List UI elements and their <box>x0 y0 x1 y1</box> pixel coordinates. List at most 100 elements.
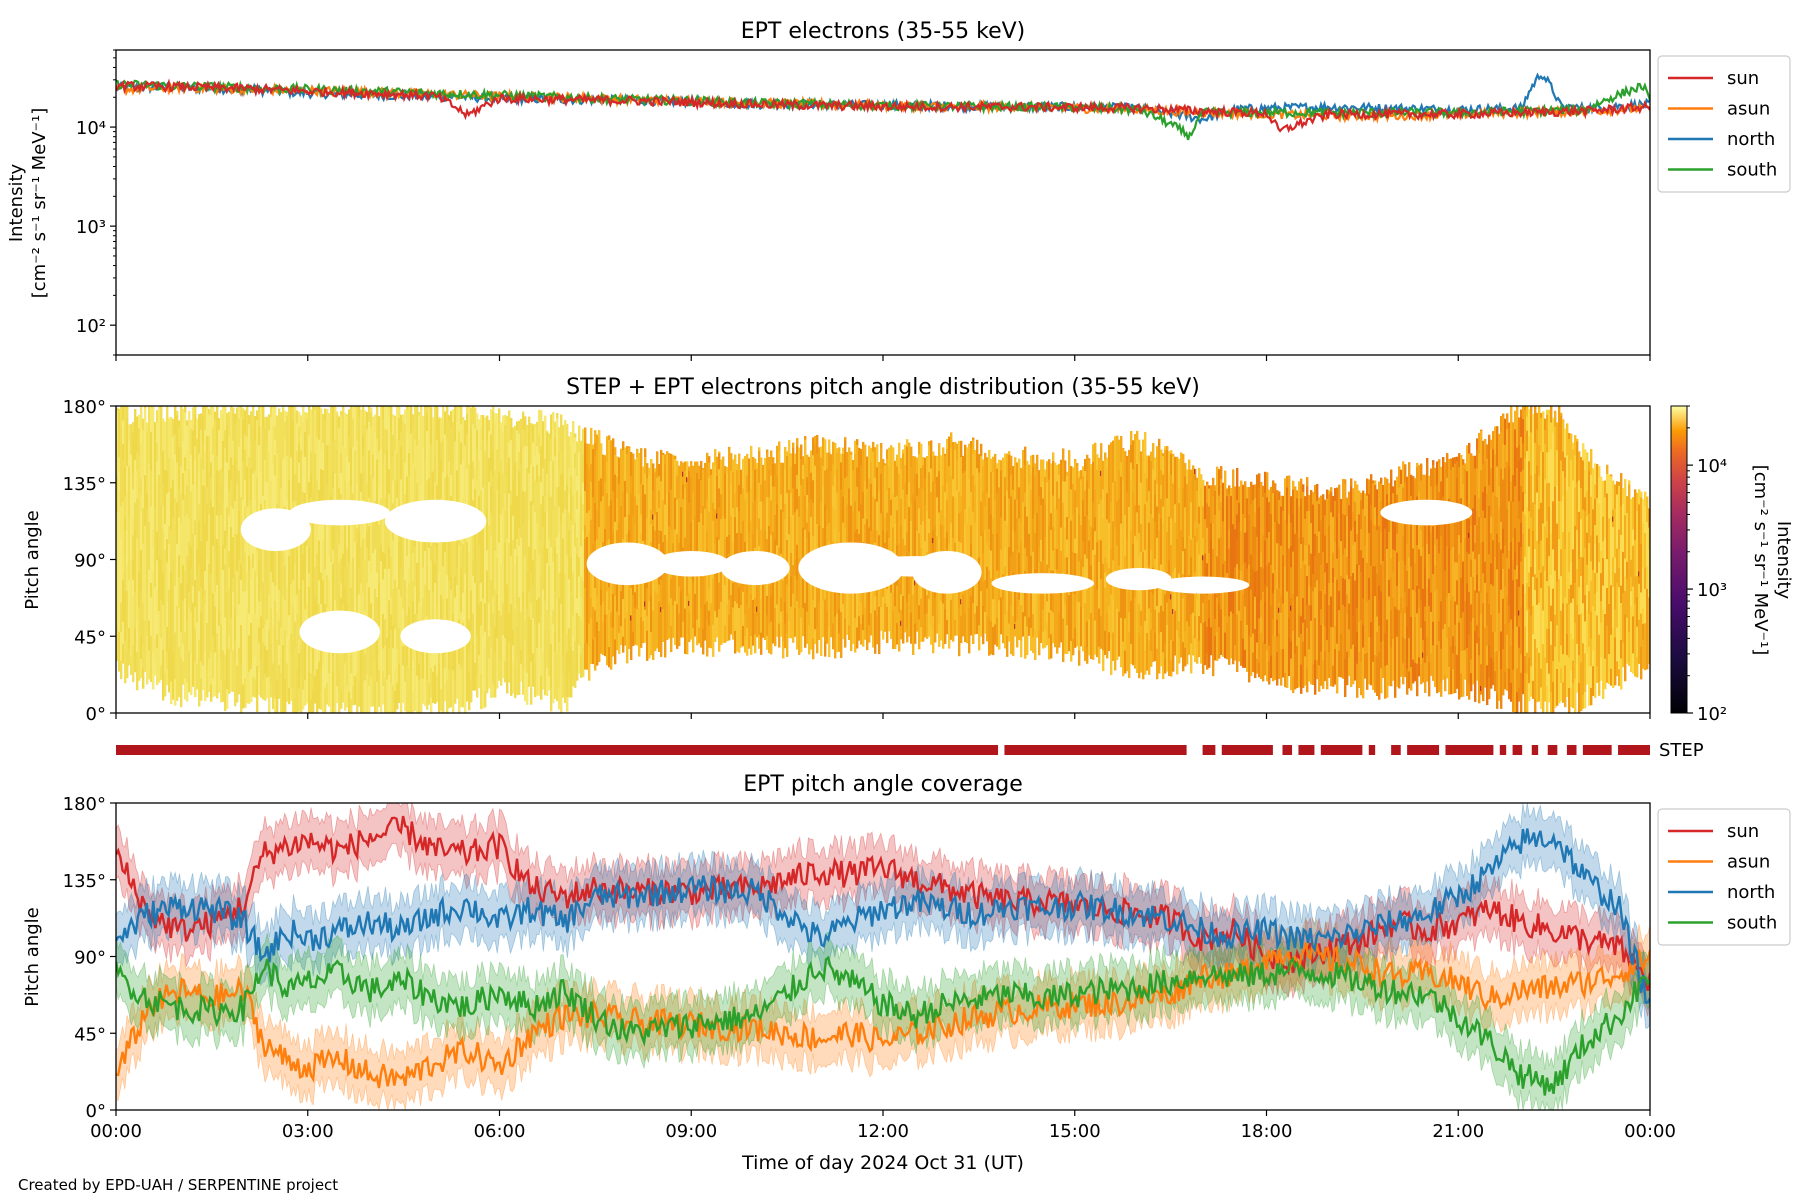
pad-cell <box>120 602 123 632</box>
pad-cell <box>748 458 751 466</box>
pad-cell <box>142 477 145 509</box>
pad-cell <box>150 582 153 598</box>
pad-cell <box>910 570 913 613</box>
pad-cell <box>652 463 655 491</box>
pad-cell <box>186 601 189 621</box>
pad-cell <box>574 452 577 469</box>
pad-cell <box>538 596 541 624</box>
pad-cell <box>402 466 405 512</box>
pad-cell <box>628 514 631 531</box>
pad-cell <box>742 591 745 627</box>
pad-cell <box>588 623 591 647</box>
pad-cell <box>326 547 329 576</box>
pad-cell <box>474 626 477 663</box>
pad-cell <box>158 556 161 581</box>
pad-cell <box>1168 516 1171 561</box>
pad-cell <box>492 612 495 646</box>
pad-cell <box>338 690 341 713</box>
pad-cell <box>864 444 867 482</box>
pad-cell <box>154 506 157 544</box>
pad-cell <box>858 476 861 512</box>
pad-cell <box>412 691 415 713</box>
pad-cell <box>204 556 207 572</box>
pad-cell <box>812 638 815 660</box>
pad-cell <box>866 456 869 489</box>
pad-cell <box>1062 462 1065 482</box>
pad-cell <box>1024 464 1027 493</box>
pad-cell <box>1146 501 1149 538</box>
pad-cell <box>834 571 837 617</box>
pad-cell <box>936 590 939 634</box>
legend-label-asun: asun <box>1727 99 1770 120</box>
pad-cell <box>196 523 199 550</box>
pad-cell <box>568 529 571 580</box>
pad-cell <box>770 499 773 535</box>
pad-cell <box>1310 553 1313 588</box>
pad-cell <box>310 412 313 453</box>
pad-cell <box>1298 481 1301 507</box>
pad-cell <box>224 410 227 431</box>
pad-cell <box>382 613 385 629</box>
pad-cell <box>1294 622 1297 654</box>
pad-cell <box>946 448 949 483</box>
pad-cell <box>430 443 433 472</box>
pad-cell <box>960 441 963 458</box>
pad-cell <box>742 458 745 489</box>
pad-cell <box>866 590 869 613</box>
panel1-ytick-label: 10² <box>76 316 106 337</box>
pad-cell <box>470 589 473 631</box>
pad-cell <box>264 624 267 646</box>
pad-cell <box>442 565 445 600</box>
pad-cell <box>1244 532 1247 563</box>
pad-cell <box>1208 485 1211 489</box>
pad-cell <box>1226 539 1229 573</box>
pad-cell <box>812 454 815 481</box>
pad-cell <box>650 523 653 543</box>
pad-cell <box>932 451 935 457</box>
pad-cell <box>732 459 735 473</box>
pad-cell <box>158 539 161 557</box>
pad-cell <box>732 607 735 640</box>
pad-cell <box>656 592 659 610</box>
pad-cell <box>174 497 177 544</box>
pad-cell <box>724 584 727 626</box>
pad-cell <box>352 601 355 622</box>
pad-cell <box>864 523 867 562</box>
pad-cell <box>400 567 403 597</box>
pad-cell <box>1164 446 1167 450</box>
pad-cell <box>1072 483 1075 515</box>
pad-cell <box>890 514 893 554</box>
pad-cell <box>1348 657 1351 677</box>
pad-cell <box>1192 465 1195 474</box>
pad-cell <box>650 476 653 510</box>
pad-cell <box>330 406 333 453</box>
pad-cell <box>814 488 817 529</box>
pad-cell <box>1218 510 1221 539</box>
pad-cell <box>154 612 157 639</box>
pad-cell <box>1188 626 1191 655</box>
pad-cell <box>412 414 415 428</box>
pad-cell <box>530 500 533 552</box>
pad-cell <box>156 590 159 615</box>
pad-cell <box>1204 621 1207 666</box>
pad-cell <box>170 529 173 572</box>
pad-cell <box>1272 592 1275 619</box>
pad-cell <box>874 498 877 543</box>
pad-cell <box>534 549 537 597</box>
pad-cell <box>1322 659 1325 689</box>
pad-cell <box>1252 615 1255 634</box>
pad-cell <box>654 590 657 631</box>
pad-cell <box>444 411 447 435</box>
pad-cell <box>1272 572 1275 594</box>
pad-cell <box>162 572 165 605</box>
pad-cell <box>508 641 511 683</box>
pad-cell <box>710 520 713 563</box>
pad-cell <box>658 490 661 508</box>
pad-cell <box>598 559 601 602</box>
pad-cell <box>1030 590 1033 628</box>
pad-cell <box>1100 564 1103 580</box>
pad-cell <box>1354 501 1357 521</box>
pad-cell <box>296 577 299 595</box>
pad-cell <box>830 470 833 496</box>
pad-cell <box>288 587 291 616</box>
